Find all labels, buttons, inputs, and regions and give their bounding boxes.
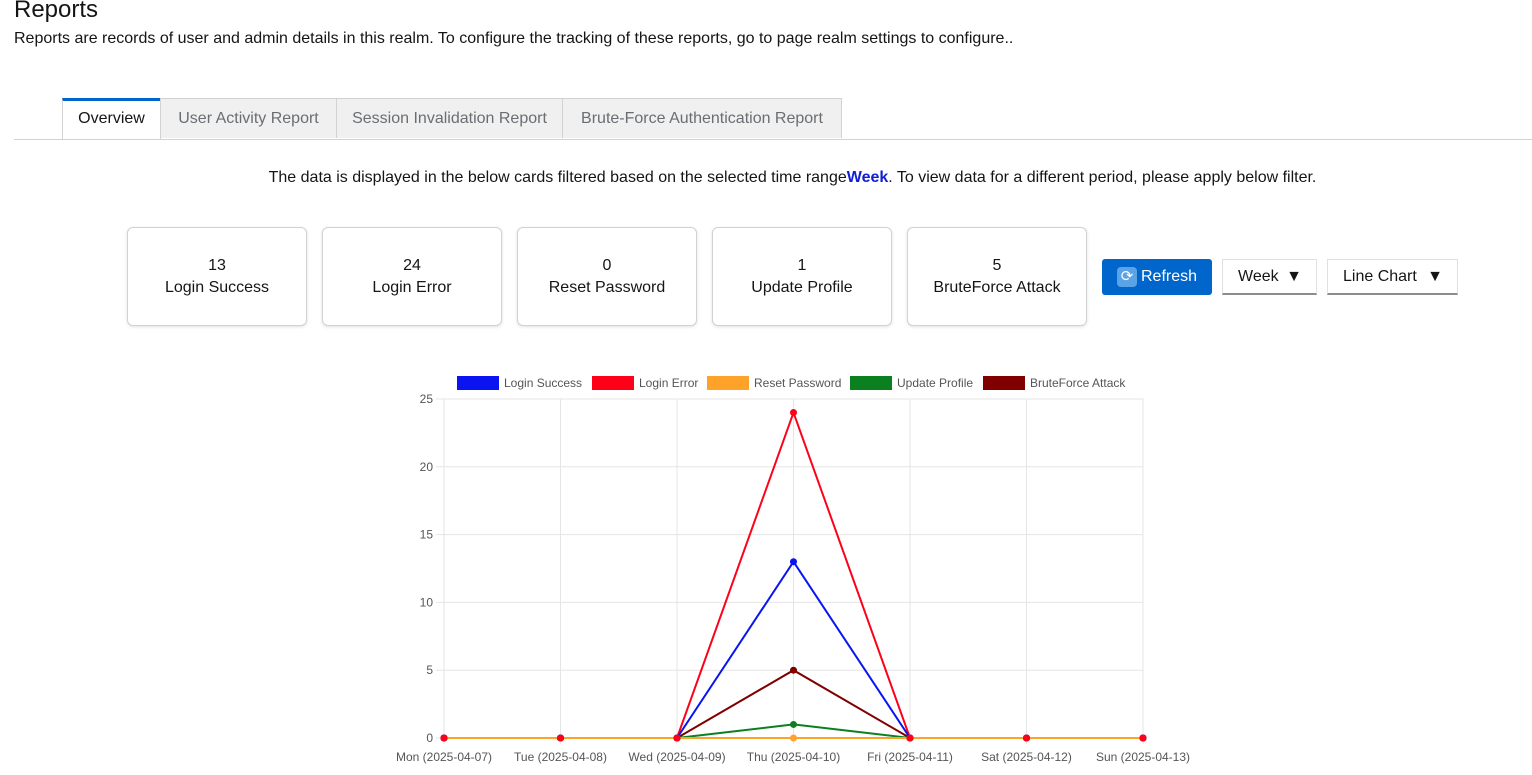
info-text-before: The data is displayed in the below cards… xyxy=(268,169,847,186)
y-tick-label: 0 xyxy=(426,731,433,745)
tab-overview[interactable]: Overview xyxy=(62,98,161,139)
info-time-range: Week xyxy=(846,169,889,186)
card-login-error: 24 Login Error xyxy=(322,227,502,326)
legend-label: Reset Password xyxy=(754,376,841,390)
caret-down-icon: ▼ xyxy=(1286,267,1302,285)
info-text-after: . To view data for a different period, p… xyxy=(888,169,1317,186)
x-tick-label: Fri (2025-04-11) xyxy=(867,750,953,764)
card-bruteforce-attack: 5 BruteForce Attack xyxy=(907,227,1087,326)
refresh-button[interactable]: ⟳ Refresh xyxy=(1102,259,1212,295)
x-tick-label: Sat (2025-04-12) xyxy=(981,750,1072,764)
data-point xyxy=(673,734,681,742)
legend-label: Login Error xyxy=(639,376,698,390)
data-point xyxy=(440,734,448,742)
refresh-icon: ⟳ xyxy=(1116,267,1137,287)
caret-down-icon: ▼ xyxy=(1427,267,1443,285)
x-tick-label: Wed (2025-04-09) xyxy=(628,750,725,764)
x-tick-label: Thu (2025-04-10) xyxy=(747,750,840,764)
tab-brute-force-authentication-report[interactable]: Brute-Force Authentication Report xyxy=(562,98,842,138)
refresh-label: Refresh xyxy=(1140,268,1198,285)
x-tick-label: Mon (2025-04-07) xyxy=(396,750,492,764)
card-label: BruteForce Attack xyxy=(933,279,1061,296)
time-range-info: The data is displayed in the below cards… xyxy=(0,169,1532,187)
card-value: 24 xyxy=(403,257,421,274)
data-point xyxy=(790,720,797,728)
card-label: Login Success xyxy=(164,279,270,296)
chart-type-value: Line Chart xyxy=(1343,267,1417,285)
card-update-profile: 1 Update Profile xyxy=(712,227,892,326)
report-tabs: Overview User Activity Report Session In… xyxy=(14,98,1532,140)
data-point xyxy=(790,558,797,566)
data-point xyxy=(1023,734,1030,742)
legend-label: BruteForce Attack xyxy=(1030,376,1126,390)
legend-label: Update Profile xyxy=(897,376,973,390)
time-range-value: Week xyxy=(1238,267,1279,285)
data-point xyxy=(790,409,797,417)
page-description: Reports are records of user and admin de… xyxy=(14,30,1014,47)
data-point xyxy=(906,734,914,742)
legend-swatch xyxy=(457,376,499,390)
data-point xyxy=(557,734,564,742)
legend-swatch xyxy=(707,376,749,390)
page-title: Reports xyxy=(14,0,99,23)
card-value: 0 xyxy=(602,257,612,274)
card-value: 13 xyxy=(208,257,226,274)
legend-swatch xyxy=(592,376,634,390)
time-range-dropdown[interactable]: Week ▼ xyxy=(1222,259,1317,295)
y-tick-label: 15 xyxy=(420,528,434,542)
y-tick-label: 5 xyxy=(426,663,433,677)
y-tick-label: 20 xyxy=(420,460,434,474)
card-value: 1 xyxy=(797,257,807,274)
chart-type-dropdown[interactable]: Line Chart ▼ xyxy=(1327,259,1458,295)
card-label: Login Error xyxy=(372,279,452,296)
tab-session-invalidation-report[interactable]: Session Invalidation Report xyxy=(336,98,563,138)
x-tick-label: Sun (2025-04-13) xyxy=(1096,750,1190,764)
card-label: Reset Password xyxy=(548,279,666,296)
legend-label: Login Success xyxy=(504,376,582,390)
card-value: 5 xyxy=(992,257,1002,274)
legend-swatch xyxy=(850,376,892,390)
tab-user-activity-report[interactable]: User Activity Report xyxy=(160,98,337,138)
x-tick-label: Tue (2025-04-08) xyxy=(514,750,607,764)
data-point xyxy=(790,734,797,742)
card-reset-password: 0 Reset Password xyxy=(517,227,697,326)
data-point xyxy=(790,666,797,674)
data-point xyxy=(1139,734,1147,742)
events-line-chart: 0 5 10 15 20 25 Mon (2025-04-07) Tue (2025-04-0… xyxy=(396,376,1190,764)
card-login-success: 13 Login Success xyxy=(127,227,307,326)
y-tick-label: 10 xyxy=(420,595,434,609)
card-label: Update Profile xyxy=(751,279,853,296)
legend-swatch xyxy=(983,376,1025,390)
y-tick-label: 25 xyxy=(420,392,434,406)
